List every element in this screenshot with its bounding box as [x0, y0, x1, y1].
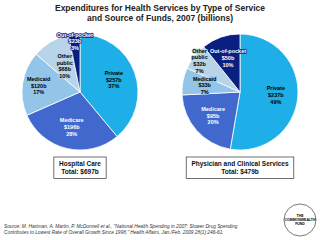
pie-chart — [182, 34, 298, 150]
data-label: Medicare$196b28% — [60, 117, 84, 136]
logo-circle — [284, 204, 316, 236]
subtitle: Hospital CareTotal: $697b — [59, 160, 101, 176]
title: Expenditures for Health Services by Type… — [55, 3, 265, 23]
subtitle-box: Physician and Clinical ServicesTotal: $4… — [186, 157, 294, 179]
data-label: Otherpublic$32b7% — [191, 48, 207, 74]
data-label: Out-of-pocket$50b10% — [210, 48, 246, 67]
subtitle: Physician and Clinical ServicesTotal: $4… — [191, 160, 289, 176]
chart-svg: Expenditures for Health Services by Type… — [0, 0, 320, 240]
data-label: Medicare$95b20% — [201, 106, 225, 125]
data-label: Private$237b49% — [267, 85, 285, 104]
subtitle-frame — [186, 157, 294, 179]
pie-chart — [22, 34, 138, 150]
data-label: Medicaid$33b7% — [193, 76, 217, 95]
source-note: Source: M. Hartman, A. Martin, P. McDonn… — [4, 224, 238, 235]
logo-text: THECOMMONWEALTHFUND — [284, 214, 316, 226]
data-label: Private$257b37% — [105, 70, 123, 89]
subtitle-frame — [54, 157, 106, 179]
data-labels: Private$237b49% Medicare$95b20% Medicaid$3… — [191, 48, 285, 126]
data-label: Otherpublic$68b10% — [57, 53, 73, 79]
subtitle-box: Hospital CareTotal: $697b — [54, 157, 106, 179]
data-labels: Private$257b37% Medicare$196b28% Medicaid$… — [27, 32, 123, 137]
data-label: Medicaid$120b17% — [27, 76, 51, 95]
pie-slice — [182, 92, 240, 149]
data-label: Out-of-pocket$23b3% — [57, 32, 93, 51]
logo: THECOMMONWEALTHFUND — [284, 204, 316, 236]
